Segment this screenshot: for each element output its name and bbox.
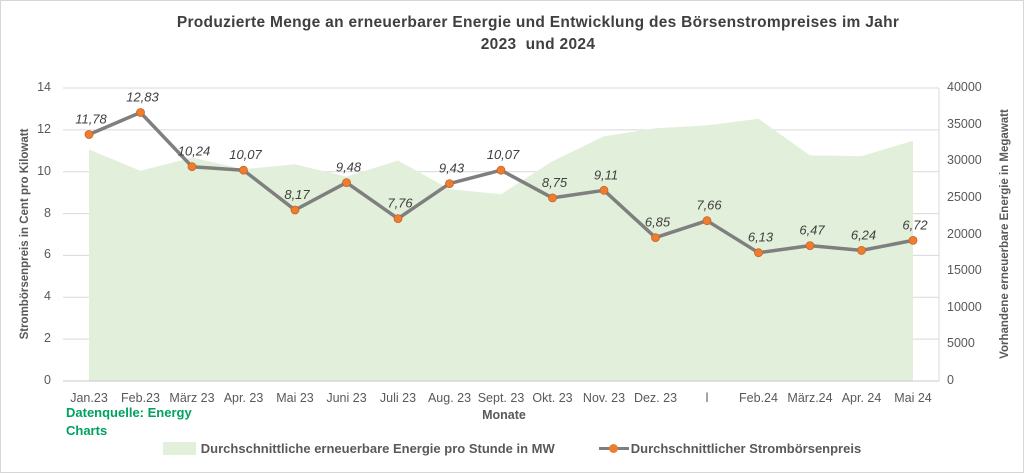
chart-title-line2: 2023 und 2024 bbox=[480, 36, 596, 53]
svg-text:6,47: 6,47 bbox=[799, 223, 825, 238]
svg-text:9,48: 9,48 bbox=[336, 160, 362, 175]
left-axis-tick: 14 bbox=[37, 80, 51, 94]
svg-text:6,24: 6,24 bbox=[851, 227, 876, 242]
area-swatch-icon bbox=[162, 442, 196, 455]
legend-item-area: Durchschnittliche erneuerbare Energie pr… bbox=[162, 441, 555, 456]
x-axis-tick: Juli 23 bbox=[379, 391, 417, 405]
svg-text:10,24: 10,24 bbox=[178, 144, 211, 159]
left-axis-tick: 6 bbox=[44, 247, 51, 262]
svg-text:6,85: 6,85 bbox=[645, 215, 671, 230]
left-axis-tick: 4 bbox=[44, 289, 51, 304]
marker-dot-icon bbox=[608, 443, 618, 453]
legend: Durchschnittliche erneuerbare Energie pr… bbox=[1, 441, 1023, 456]
x-axis-tick: Feb.23 bbox=[121, 391, 160, 405]
right-axis-tick: 35000 bbox=[947, 116, 982, 131]
right-axis-tick: 30000 bbox=[947, 153, 982, 168]
svg-text:6,13: 6,13 bbox=[748, 230, 774, 245]
left-axis-tick: 12 bbox=[37, 121, 51, 136]
svg-text:12,83: 12,83 bbox=[126, 90, 159, 105]
x-axis-tick: Sept. 23 bbox=[477, 391, 525, 405]
x-axis-tick: März 23 bbox=[169, 391, 215, 405]
svg-text:10,07: 10,07 bbox=[487, 147, 520, 162]
right-axis-tick: 10000 bbox=[947, 299, 982, 314]
source-note: Datenquelle: Energy Charts bbox=[66, 405, 192, 438]
x-axis-tick: Okt. 23 bbox=[532, 391, 573, 405]
x-axis-tick: Apr. 24 bbox=[841, 391, 882, 405]
left-axis-tick: 0 bbox=[44, 373, 51, 387]
x-axis-tick: Mai 23 bbox=[276, 391, 314, 405]
right-axis-tick: 0 bbox=[947, 373, 954, 387]
x-axis-tick: Nov. 23 bbox=[582, 391, 626, 405]
svg-text:6,72: 6,72 bbox=[902, 217, 928, 232]
svg-text:9,43: 9,43 bbox=[439, 161, 465, 176]
svg-text:7,66: 7,66 bbox=[696, 198, 722, 213]
svg-text:9,11: 9,11 bbox=[594, 167, 618, 182]
svg-text:8,75: 8,75 bbox=[542, 175, 568, 190]
legend-label-line: Durchschnittlicher Strombörsenpreis bbox=[630, 441, 862, 456]
x-axis-tick: Mai 24 bbox=[894, 391, 932, 405]
x-axis-tick: Juni 23 bbox=[326, 391, 367, 405]
svg-text:10,07: 10,07 bbox=[229, 147, 262, 162]
svg-text:8,17: 8,17 bbox=[284, 187, 310, 202]
chart-title-line1: Produzierte Menge an erneuerbarer Energi… bbox=[176, 14, 900, 31]
x-axis-tick: Apr. 23 bbox=[223, 391, 264, 405]
right-axis-tick: 5000 bbox=[947, 336, 975, 351]
x-axis-tick: Aug. 23 bbox=[427, 391, 472, 405]
legend-label-area: Durchschnittliche erneuerbare Energie pr… bbox=[200, 441, 555, 456]
x-axis-title: Monate bbox=[482, 408, 526, 422]
x-axis-tick: März.24 bbox=[787, 391, 833, 405]
chart-title: Produzierte Menge an erneuerbarer Energi… bbox=[55, 12, 1021, 56]
legend-item-line: Durchschnittlicher Strombörsenpreis bbox=[598, 441, 862, 456]
left-axis-tick: 8 bbox=[44, 205, 51, 220]
svg-text:11,78: 11,78 bbox=[75, 112, 107, 127]
x-axis-tick: Jan.23 bbox=[70, 391, 108, 405]
x-axis-tick: l bbox=[705, 391, 709, 405]
left-axis-tick: 10 bbox=[37, 163, 51, 178]
left-axis-tick: 2 bbox=[44, 331, 51, 346]
x-axis-tick: Dez. 23 bbox=[633, 391, 678, 405]
right-axis-tick: 25000 bbox=[947, 189, 982, 204]
x-axis-tick: Feb.24 bbox=[739, 391, 778, 405]
right-axis-tick: 40000 bbox=[947, 80, 982, 94]
right-axis-tick: 15000 bbox=[947, 263, 982, 278]
right-axis-tick: 20000 bbox=[947, 226, 982, 241]
line-marker-icon bbox=[598, 443, 629, 453]
svg-text:7,76: 7,76 bbox=[387, 196, 413, 211]
